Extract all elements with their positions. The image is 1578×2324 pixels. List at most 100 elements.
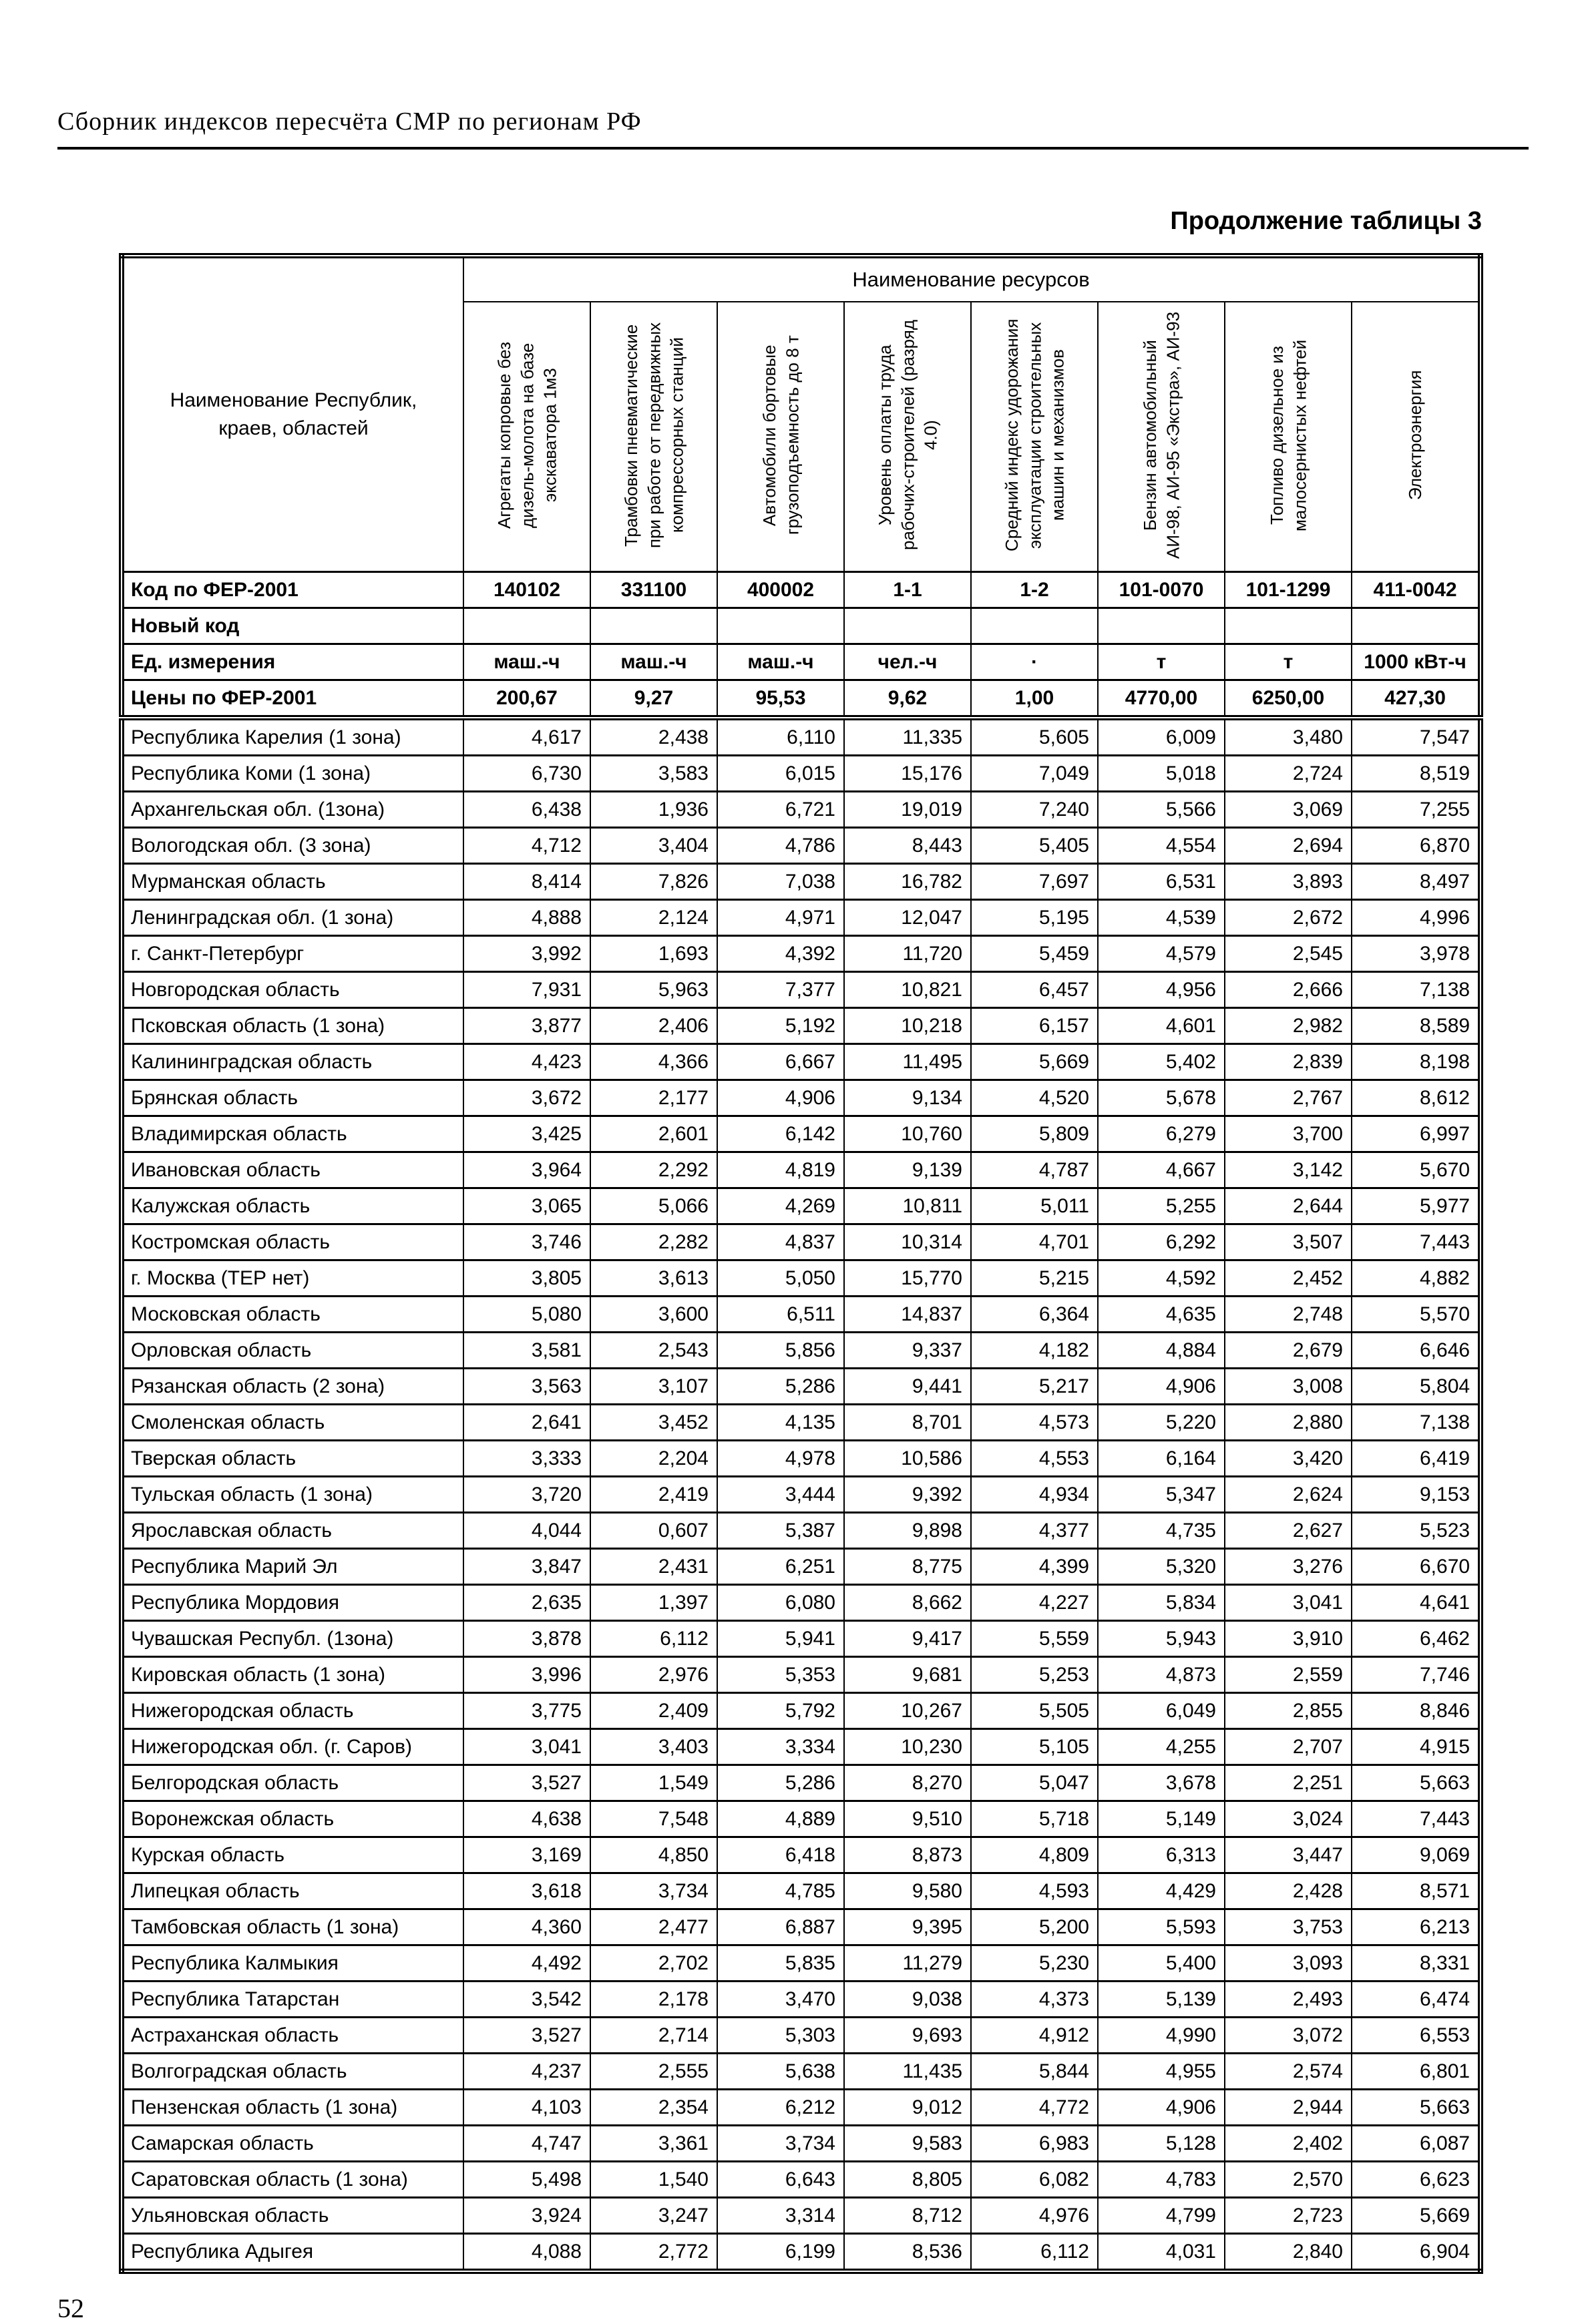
index-value-cell: 3,893	[1224, 863, 1352, 901]
index-value-cell: 2,438	[590, 716, 718, 756]
index-value-cell: 3,734	[590, 1872, 718, 1910]
page-number: 52	[57, 2293, 84, 2323]
index-value-cell: 7,138	[1350, 971, 1482, 1009]
table-row: Липецкая область 3,618 3,734 4,785 9,580 4,59…	[121, 1872, 1482, 1910]
index-value-cell: 4,809	[970, 1836, 1099, 1874]
index-value-cell: 6,643	[717, 2160, 845, 2198]
index-value-cell: 10,230	[843, 1728, 972, 1766]
meta-value-cell: 1-1	[843, 571, 972, 609]
region-name: Архангельская обл. (1зона)	[121, 790, 464, 829]
index-value-cell: 2,555	[590, 2052, 718, 2090]
title-underline-rule	[57, 147, 1529, 150]
region-name: г. Москва (ТЕР нет)	[121, 1259, 464, 1297]
index-value-cell: 6,418	[717, 1836, 845, 1874]
resource-column-header-text: Автомобили бортовые грузоподъемность до …	[759, 335, 802, 535]
index-value-cell: 2,477	[590, 1908, 718, 1946]
meta-value-cell	[1350, 607, 1482, 645]
index-value-cell: 11,279	[843, 1944, 972, 1982]
index-value-cell: 7,697	[970, 863, 1099, 901]
index-value-cell: 4,269	[717, 1187, 845, 1225]
index-value-cell: 5,192	[717, 1007, 845, 1045]
index-value-cell: 7,548	[590, 1800, 718, 1838]
index-value-cell: 8,775	[843, 1548, 972, 1586]
table-row: Саратовская область (1 зона) 5,498 1,540 6,…	[121, 2160, 1482, 2198]
index-value-cell: 9,139	[843, 1151, 972, 1189]
index-value-cell: 8,443	[843, 827, 972, 865]
index-value-cell: 3,910	[1224, 1620, 1352, 1658]
index-value-cell: 4,227	[970, 1584, 1099, 1622]
index-value-cell: 9,510	[843, 1800, 972, 1838]
index-value-cell: 4,882	[1350, 1259, 1482, 1297]
index-value-cell: 1,549	[590, 1764, 718, 1802]
index-value-cell: 8,873	[843, 1836, 972, 1874]
index-value-cell: 8,497	[1350, 863, 1482, 901]
index-value-cell: 8,712	[843, 2196, 972, 2235]
index-value-cell: 6,082	[970, 2160, 1099, 2198]
index-value-cell: 2,204	[590, 1439, 718, 1477]
index-value-cell: 5,570	[1350, 1295, 1482, 1333]
index-value-cell: 4,873	[1097, 1656, 1225, 1694]
region-name: Тульская область (1 зона)	[121, 1475, 464, 1514]
table-row: Рязанская область (2 зона) 3,563 3,107 5,28…	[121, 1367, 1482, 1405]
index-value-cell: 4,255	[1097, 1728, 1225, 1766]
index-value-cell: 2,431	[590, 1548, 718, 1586]
region-name: Республика Адыгея	[121, 2233, 464, 2273]
index-value-cell: 4,392	[717, 935, 845, 973]
region-name: Республика Коми (1 зона)	[121, 754, 464, 792]
index-value-cell: 6,904	[1350, 2233, 1482, 2273]
index-value-cell: 3,583	[590, 754, 718, 792]
meta-rows-body: Код по ФЕР-2001 140102 331100 400002 1-1 1-2 1…	[121, 571, 1482, 720]
index-value-cell: 4,971	[717, 899, 845, 937]
index-value-cell: 6,110	[717, 716, 845, 756]
index-value-cell: 9,580	[843, 1872, 972, 1910]
table-row: Вологодская обл. (3 зона) 4,712 3,404 4,786…	[121, 827, 1482, 865]
index-value-cell: 8,519	[1350, 754, 1482, 792]
index-value-cell: 3,065	[463, 1187, 591, 1225]
resource-column-header: Агрегаты копровые без дизель-молота на б…	[463, 301, 591, 573]
index-value-cell: 2,707	[1224, 1728, 1352, 1766]
index-value-cell: 3,142	[1224, 1151, 1352, 1189]
index-value-cell: 5,804	[1350, 1367, 1482, 1405]
index-value-cell: 5,670	[1350, 1151, 1482, 1189]
index-value-cell: 3,720	[463, 1475, 591, 1514]
index-value-cell: 2,178	[590, 1980, 718, 2018]
index-value-cell: 14,837	[843, 1295, 972, 1333]
index-value-cell: 3,678	[1097, 1764, 1225, 1802]
index-value-cell: 4,850	[590, 1836, 718, 1874]
resource-column-header: Топливо дизельное из малосернистых нефте…	[1224, 301, 1352, 573]
index-value-cell: 4,554	[1097, 827, 1225, 865]
index-value-cell: 9,395	[843, 1908, 972, 1946]
index-value-cell: 8,571	[1350, 1872, 1482, 1910]
index-value-cell: 2,570	[1224, 2160, 1352, 2198]
index-value-cell: 3,878	[463, 1620, 591, 1658]
index-value-cell: 6,112	[970, 2233, 1099, 2273]
index-value-cell: 5,387	[717, 1512, 845, 1550]
index-value-cell: 2,723	[1224, 2196, 1352, 2235]
index-value-cell: 4,786	[717, 827, 845, 865]
index-value-cell: 3,107	[590, 1367, 718, 1405]
index-value-cell: 2,679	[1224, 1331, 1352, 1369]
resource-column-header-text: Бензин автомобильный АИ-98, АИ-95 «Экстр…	[1139, 311, 1183, 559]
index-value-cell: 2,177	[590, 1079, 718, 1117]
index-value-cell: 4,553	[970, 1439, 1099, 1477]
table-row: Новгородская область 7,931 5,963 7,377 10,82…	[121, 971, 1482, 1009]
index-value-cell: 3,169	[463, 1836, 591, 1874]
resources-group-header: Наименование ресурсов	[462, 255, 1482, 302]
table-row: Республика Калмыкия 4,492 2,702 5,835 11,279…	[121, 1944, 1482, 1982]
index-value-cell: 6,730	[463, 754, 591, 792]
index-value-cell: 2,574	[1224, 2052, 1352, 2090]
index-value-cell: 3,613	[590, 1259, 718, 1297]
index-value-cell: 6,887	[717, 1908, 845, 1946]
index-value-cell: 6,142	[717, 1115, 845, 1153]
index-value-cell: 5,405	[970, 827, 1099, 865]
index-value-cell: 4,492	[463, 1944, 591, 1982]
region-name: Ульяновская область	[121, 2196, 464, 2235]
index-value-cell: 7,931	[463, 971, 591, 1009]
index-value-cell: 4,667	[1097, 1151, 1225, 1189]
index-value-cell: 7,138	[1350, 1403, 1482, 1441]
index-value-cell: 8,612	[1350, 1079, 1482, 1117]
index-value-cell: 4,906	[717, 1079, 845, 1117]
index-value-cell: 3,024	[1224, 1800, 1352, 1838]
index-value-cell: 8,536	[843, 2233, 972, 2273]
